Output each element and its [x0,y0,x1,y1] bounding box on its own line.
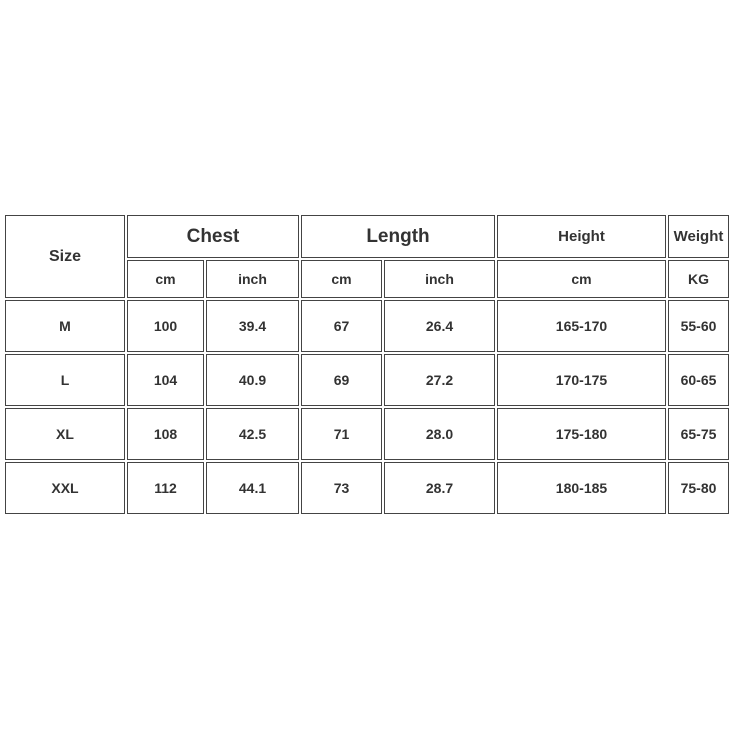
table-cell: 44.1 [206,462,299,514]
unit-cell: inch [384,260,495,298]
table-cell: 165-170 [497,300,666,352]
table-row: M 100 39.4 67 26.4 165-170 55-60 [5,300,729,352]
size-label: L [5,354,125,406]
table-cell: 42.5 [206,408,299,460]
table-cell: 175-180 [497,408,666,460]
header-length: Length [301,215,495,258]
table-cell: 28.7 [384,462,495,514]
table-cell: 104 [127,354,204,406]
size-label: XXL [5,462,125,514]
table-row: L 104 40.9 69 27.2 170-175 60-65 [5,354,729,406]
unit-cell: KG [668,260,729,298]
table-cell: 170-175 [497,354,666,406]
size-label: M [5,300,125,352]
header-height: Height [497,215,666,258]
table-cell: 71 [301,408,382,460]
unit-cell: cm [127,260,204,298]
header-chest: Chest [127,215,299,258]
header-size: Size [5,215,125,298]
table-cell: 180-185 [497,462,666,514]
units-row: cm inch cm inch cm KG [5,260,729,298]
size-label: XL [5,408,125,460]
table-cell: 28.0 [384,408,495,460]
table-cell: 55-60 [668,300,729,352]
unit-cell: cm [497,260,666,298]
unit-cell: inch [206,260,299,298]
table-cell: 108 [127,408,204,460]
header-weight: Weight [668,215,729,258]
table-cell: 27.2 [384,354,495,406]
table-cell: 73 [301,462,382,514]
table-cell: 65-75 [668,408,729,460]
unit-cell: cm [301,260,382,298]
table-cell: 100 [127,300,204,352]
table-cell: 75-80 [668,462,729,514]
table-cell: 40.9 [206,354,299,406]
size-chart-table: Size Chest Length Height Weight cm inch … [3,213,731,516]
table-cell: 26.4 [384,300,495,352]
table-cell: 69 [301,354,382,406]
table-row: XL 108 42.5 71 28.0 175-180 65-75 [5,408,729,460]
table-cell: 67 [301,300,382,352]
table-cell: 112 [127,462,204,514]
table-row: XXL 112 44.1 73 28.7 180-185 75-80 [5,462,729,514]
header-row: Size Chest Length Height Weight [5,215,729,298]
table-cell: 39.4 [206,300,299,352]
table-cell: 60-65 [668,354,729,406]
